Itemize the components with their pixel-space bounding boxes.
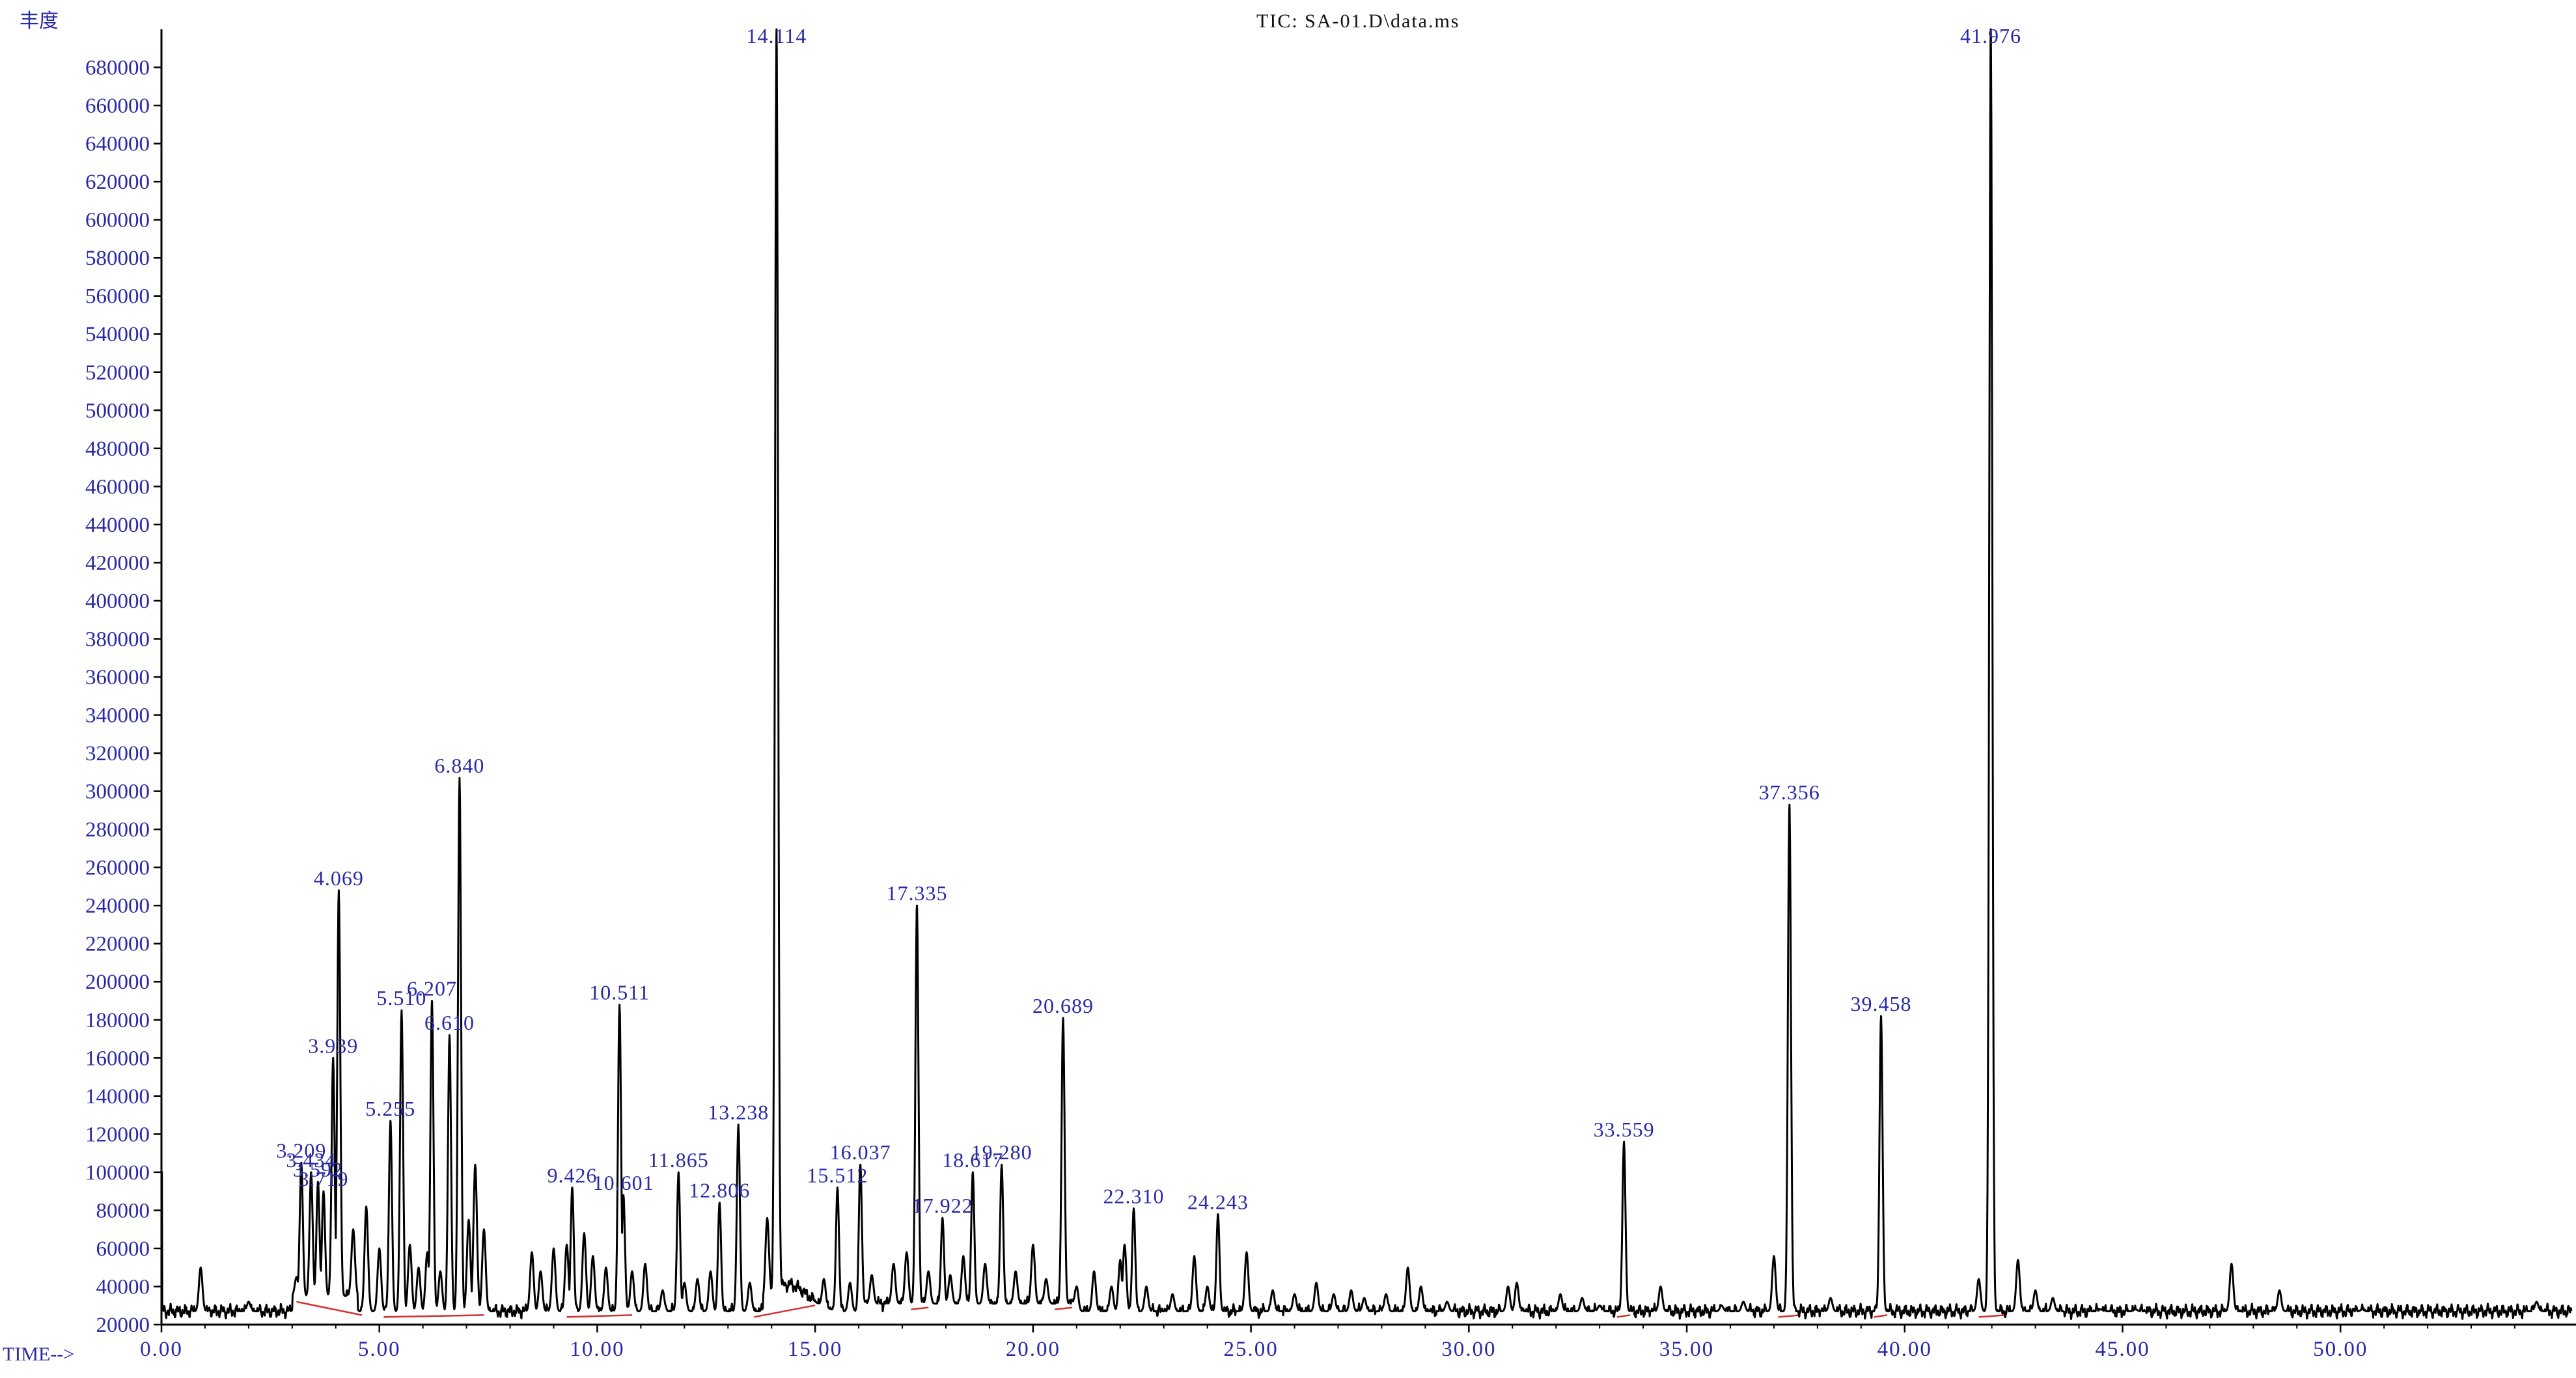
peak-label: 10.601	[593, 1171, 654, 1194]
peak-label: 4.069	[314, 866, 364, 890]
y-tick-label: 120000	[85, 1123, 150, 1146]
peak-label: 9.426	[547, 1163, 598, 1187]
y-tick-label: 580000	[85, 247, 150, 270]
peak-label: 13.238	[708, 1101, 769, 1124]
peak-label: 3.209	[276, 1138, 326, 1162]
y-tick-label: 640000	[85, 133, 150, 156]
x-tick-label: 35.00	[1659, 1338, 1714, 1361]
tic-trace	[161, 28, 2573, 1320]
peak-label: 11.865	[648, 1148, 709, 1172]
x-tick-label: 30.00	[1441, 1338, 1496, 1361]
y-tick-label: 200000	[85, 971, 150, 994]
peak-label: 10.511	[589, 980, 650, 1004]
peak-label: 6.610	[424, 1011, 475, 1034]
peak-label: 41.976	[1960, 24, 2021, 48]
x-tick-label: 0.00	[140, 1338, 183, 1361]
y-tick-label: 660000	[85, 94, 150, 118]
y-ticks: 20000 40000 60000 80000 100000 120000 140000 16…	[85, 57, 161, 1337]
x-axis-label: TIME-->	[3, 1344, 74, 1365]
y-tick-label: 560000	[85, 285, 150, 309]
y-tick-label: 240000	[85, 894, 150, 918]
y-tick-label: 180000	[85, 1009, 150, 1032]
y-tick-label: 480000	[85, 437, 150, 461]
peak-label: 6.840	[434, 754, 484, 777]
x-tick-label: 5.00	[358, 1338, 401, 1361]
peak-label: 3.592	[293, 1158, 343, 1181]
y-tick-label: 40000	[96, 1275, 150, 1299]
x-ticks: 0.00 5.00 10.00 15.00 20.00 25.00 30.00 35.00 40…	[140, 1325, 2515, 1361]
y-tick-label: 620000	[85, 171, 150, 194]
y-tick-label: 60000	[96, 1237, 150, 1261]
peak-label: 19.280	[971, 1140, 1032, 1164]
x-tick-label: 25.00	[1223, 1338, 1278, 1361]
x-tick-label: 10.00	[570, 1338, 624, 1361]
x-tick-label: 50.00	[2313, 1338, 2368, 1361]
y-tick-label: 220000	[85, 933, 150, 956]
peak-label: 3.719	[298, 1167, 348, 1191]
peak-label: 17.335	[886, 881, 947, 905]
y-tick-label: 680000	[85, 57, 150, 80]
y-tick-label: 20000	[96, 1314, 150, 1337]
y-tick-label: 260000	[85, 857, 150, 880]
y-tick-label: 340000	[85, 704, 150, 728]
y-tick-label: 400000	[85, 590, 150, 613]
peak-label: 24.243	[1187, 1190, 1249, 1213]
peak-label: 37.356	[1759, 780, 1820, 804]
axes	[160, 29, 2576, 1326]
peak-label: 6.207	[407, 977, 457, 1000]
y-tick-label: 100000	[85, 1161, 150, 1185]
y-tick-label: 280000	[85, 818, 150, 842]
peak-label: 3.434	[286, 1148, 336, 1172]
peak-label: 5.510	[376, 986, 426, 1010]
y-tick-label: 600000	[85, 209, 150, 232]
x-tick-label: 40.00	[1877, 1338, 1932, 1361]
peak-label: 16.037	[830, 1140, 891, 1164]
y-tick-label: 440000	[85, 514, 150, 537]
x-tick-label: 45.00	[2095, 1338, 2150, 1361]
y-tick-label: 80000	[96, 1199, 150, 1222]
y-tick-label: 380000	[85, 627, 150, 651]
peak-label: 15.512	[807, 1163, 868, 1187]
peak-label: 14.114	[746, 24, 807, 48]
y-tick-label: 460000	[85, 475, 150, 499]
peak-label: 18.617	[942, 1148, 1003, 1172]
peak-label: 39.458	[1850, 992, 1911, 1015]
x-tick-label: 15.00	[788, 1338, 842, 1361]
peak-label: 17.922	[912, 1194, 973, 1217]
y-tick-label: 360000	[85, 666, 150, 689]
chart-title: TIC: SA-01.D\data.ms	[1256, 10, 1460, 32]
y-tick-label: 160000	[85, 1047, 150, 1070]
y-tick-label: 520000	[85, 361, 150, 385]
y-tick-label: 140000	[85, 1085, 150, 1109]
y-tick-label: 500000	[85, 399, 150, 422]
peak-label: 5.255	[365, 1097, 415, 1120]
peak-label: 22.310	[1103, 1184, 1165, 1207]
x-tick-label: 20.00	[1006, 1338, 1060, 1361]
peak-label: 33.559	[1594, 1118, 1655, 1141]
y-tick-label: 420000	[85, 551, 150, 575]
peak-label: 12.806	[689, 1179, 750, 1202]
y-tick-label: 540000	[85, 323, 150, 346]
peak-label: 20.689	[1032, 994, 1094, 1017]
y-tick-label: 300000	[85, 780, 150, 804]
baseline-curve	[296, 1301, 2005, 1318]
y-axis-label: 丰度	[20, 10, 59, 32]
peak-label: 3.939	[308, 1034, 358, 1057]
y-tick-label: 320000	[85, 742, 150, 765]
